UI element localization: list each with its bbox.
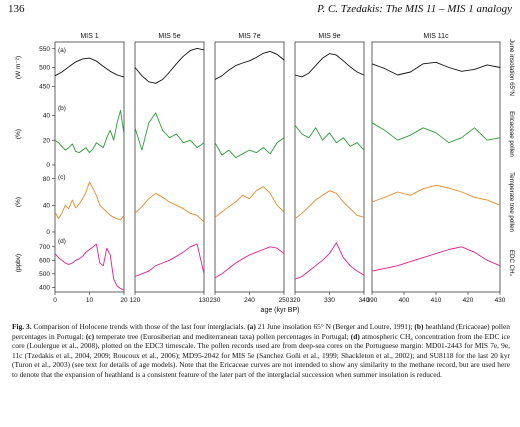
x-tick-label: 340: [359, 297, 370, 304]
x-tick-label: 120: [130, 297, 141, 304]
x-tick-label: 420: [463, 297, 474, 304]
y-tick-label: 40: [43, 113, 51, 120]
series-line-ch4: [371, 246, 501, 272]
column-frame: [294, 41, 365, 293]
column-title: MIS 9e: [318, 33, 340, 40]
series-line-insolation: [214, 50, 285, 80]
series-line-insolation: [371, 61, 501, 76]
y-tick-label: 400: [39, 285, 50, 292]
caption-c-text: temperate tree (Eurosiberian and mediter…: [96, 331, 349, 341]
y-axis-label: (ppbv): [15, 254, 22, 272]
panel-letter: (b): [58, 105, 66, 112]
y-axis-label: (W m⁻²): [15, 56, 22, 79]
caption-b-label: (b): [414, 322, 424, 331]
column-title: MIS 1: [80, 33, 98, 40]
right-series-label: June insolation 65°N: [508, 39, 515, 96]
x-tick-label: 0: [53, 297, 57, 304]
y-tick-label: 450: [39, 83, 50, 90]
x-tick-label: 430: [495, 297, 506, 304]
series-line-insolation: [54, 57, 125, 78]
series-line-temperate: [54, 181, 125, 221]
y-tick-label: 0: [46, 162, 50, 169]
x-tick-label: 230: [210, 297, 221, 304]
x-tick-label: 10: [86, 297, 94, 304]
y-axis-label: (%): [15, 129, 22, 139]
column-title: MIS 11c: [423, 33, 449, 40]
right-series-label: EDC CH₄: [508, 250, 515, 277]
x-tick-label: 240: [244, 297, 255, 304]
y-tick-label: 600: [39, 258, 50, 265]
x-tick-label: 250: [279, 297, 290, 304]
right-series-label: Ericaceae pollen: [508, 111, 515, 157]
y-tick-label: 20: [43, 137, 51, 144]
page-header: 136 P. C. Tzedakis: The MIS 11 – MIS 1 a…: [0, 0, 520, 18]
y-tick-label: 550: [39, 46, 50, 53]
series-line-ericaceae: [294, 125, 365, 151]
y-axis-label: (%): [15, 197, 22, 207]
y-tick-label: 500: [39, 271, 50, 278]
caption-b-text: heathland (Ericaceae) pollen percentages…: [12, 322, 510, 341]
column-frame: [54, 41, 125, 293]
caption-c-label: (c): [85, 331, 95, 341]
x-tick-label: 20: [120, 297, 128, 304]
x-tick-label: 390: [367, 297, 378, 304]
y-tick-label: 0: [46, 229, 50, 236]
x-tick-label: 410: [431, 297, 442, 304]
x-tick-label: 400: [399, 297, 410, 304]
running-title: P. C. Tzedakis: The MIS 11 – MIS 1 analo…: [317, 3, 512, 15]
series-line-ericaceae: [134, 112, 205, 151]
page-number: 136: [8, 3, 25, 15]
panel-letter: (a): [58, 47, 66, 54]
series-line-insolation: [294, 53, 365, 78]
column-title: MIS 5e: [158, 33, 180, 40]
series-line-ch4: [214, 246, 285, 279]
x-axis-label: age (kyr BP): [261, 307, 300, 314]
series-line-ericaceae: [54, 109, 125, 154]
caption-d-text: atmospheric CH₄ concentration from the E…: [12, 331, 511, 379]
caption-label: Fig. 3.: [12, 322, 32, 331]
series-line-ericaceae: [371, 122, 501, 144]
y-tick-label: 700: [39, 244, 50, 251]
series-line-ch4: [134, 243, 205, 277]
figure-3: MIS 1 0 10 20 MIS 5e 120 130 MIS 7e 230 240 250 MIS…: [15, 33, 515, 314]
figure-caption: Fig. 3. Comparison of Holocene trends wi…: [12, 322, 510, 380]
x-tick-label: 320: [290, 297, 301, 304]
series-line-temperate: [371, 184, 501, 206]
x-tick-label: 130: [199, 297, 210, 304]
caption-intro: Comparison of Holocene trends with those…: [33, 322, 246, 331]
caption-d-label: (d): [350, 331, 360, 341]
column-title: MIS 7e: [238, 33, 260, 40]
series-line-insolation: [134, 47, 205, 84]
x-tick-label: 330: [324, 297, 335, 304]
y-tick-label: 80: [43, 176, 51, 183]
column-frame: [371, 41, 501, 293]
column-frame: [134, 41, 205, 293]
y-tick-label: 40: [43, 203, 51, 210]
caption-a-label: (a): [247, 322, 256, 331]
series-line-temperate: [214, 186, 285, 218]
series-line-temperate: [134, 192, 205, 223]
right-series-label: Temperate tree pollen: [508, 172, 515, 232]
series-line-ch4: [54, 243, 125, 291]
panel-letter: (d): [58, 238, 66, 245]
series-line-ericaceae: [214, 137, 285, 159]
series-line-ch4: [294, 242, 365, 280]
series-line-temperate: [294, 190, 365, 220]
panel-letter: (c): [58, 174, 66, 181]
y-tick-label: 500: [39, 65, 50, 72]
caption-a-text: 21 June insolation 65° N (Berger and Lou…: [257, 322, 413, 331]
